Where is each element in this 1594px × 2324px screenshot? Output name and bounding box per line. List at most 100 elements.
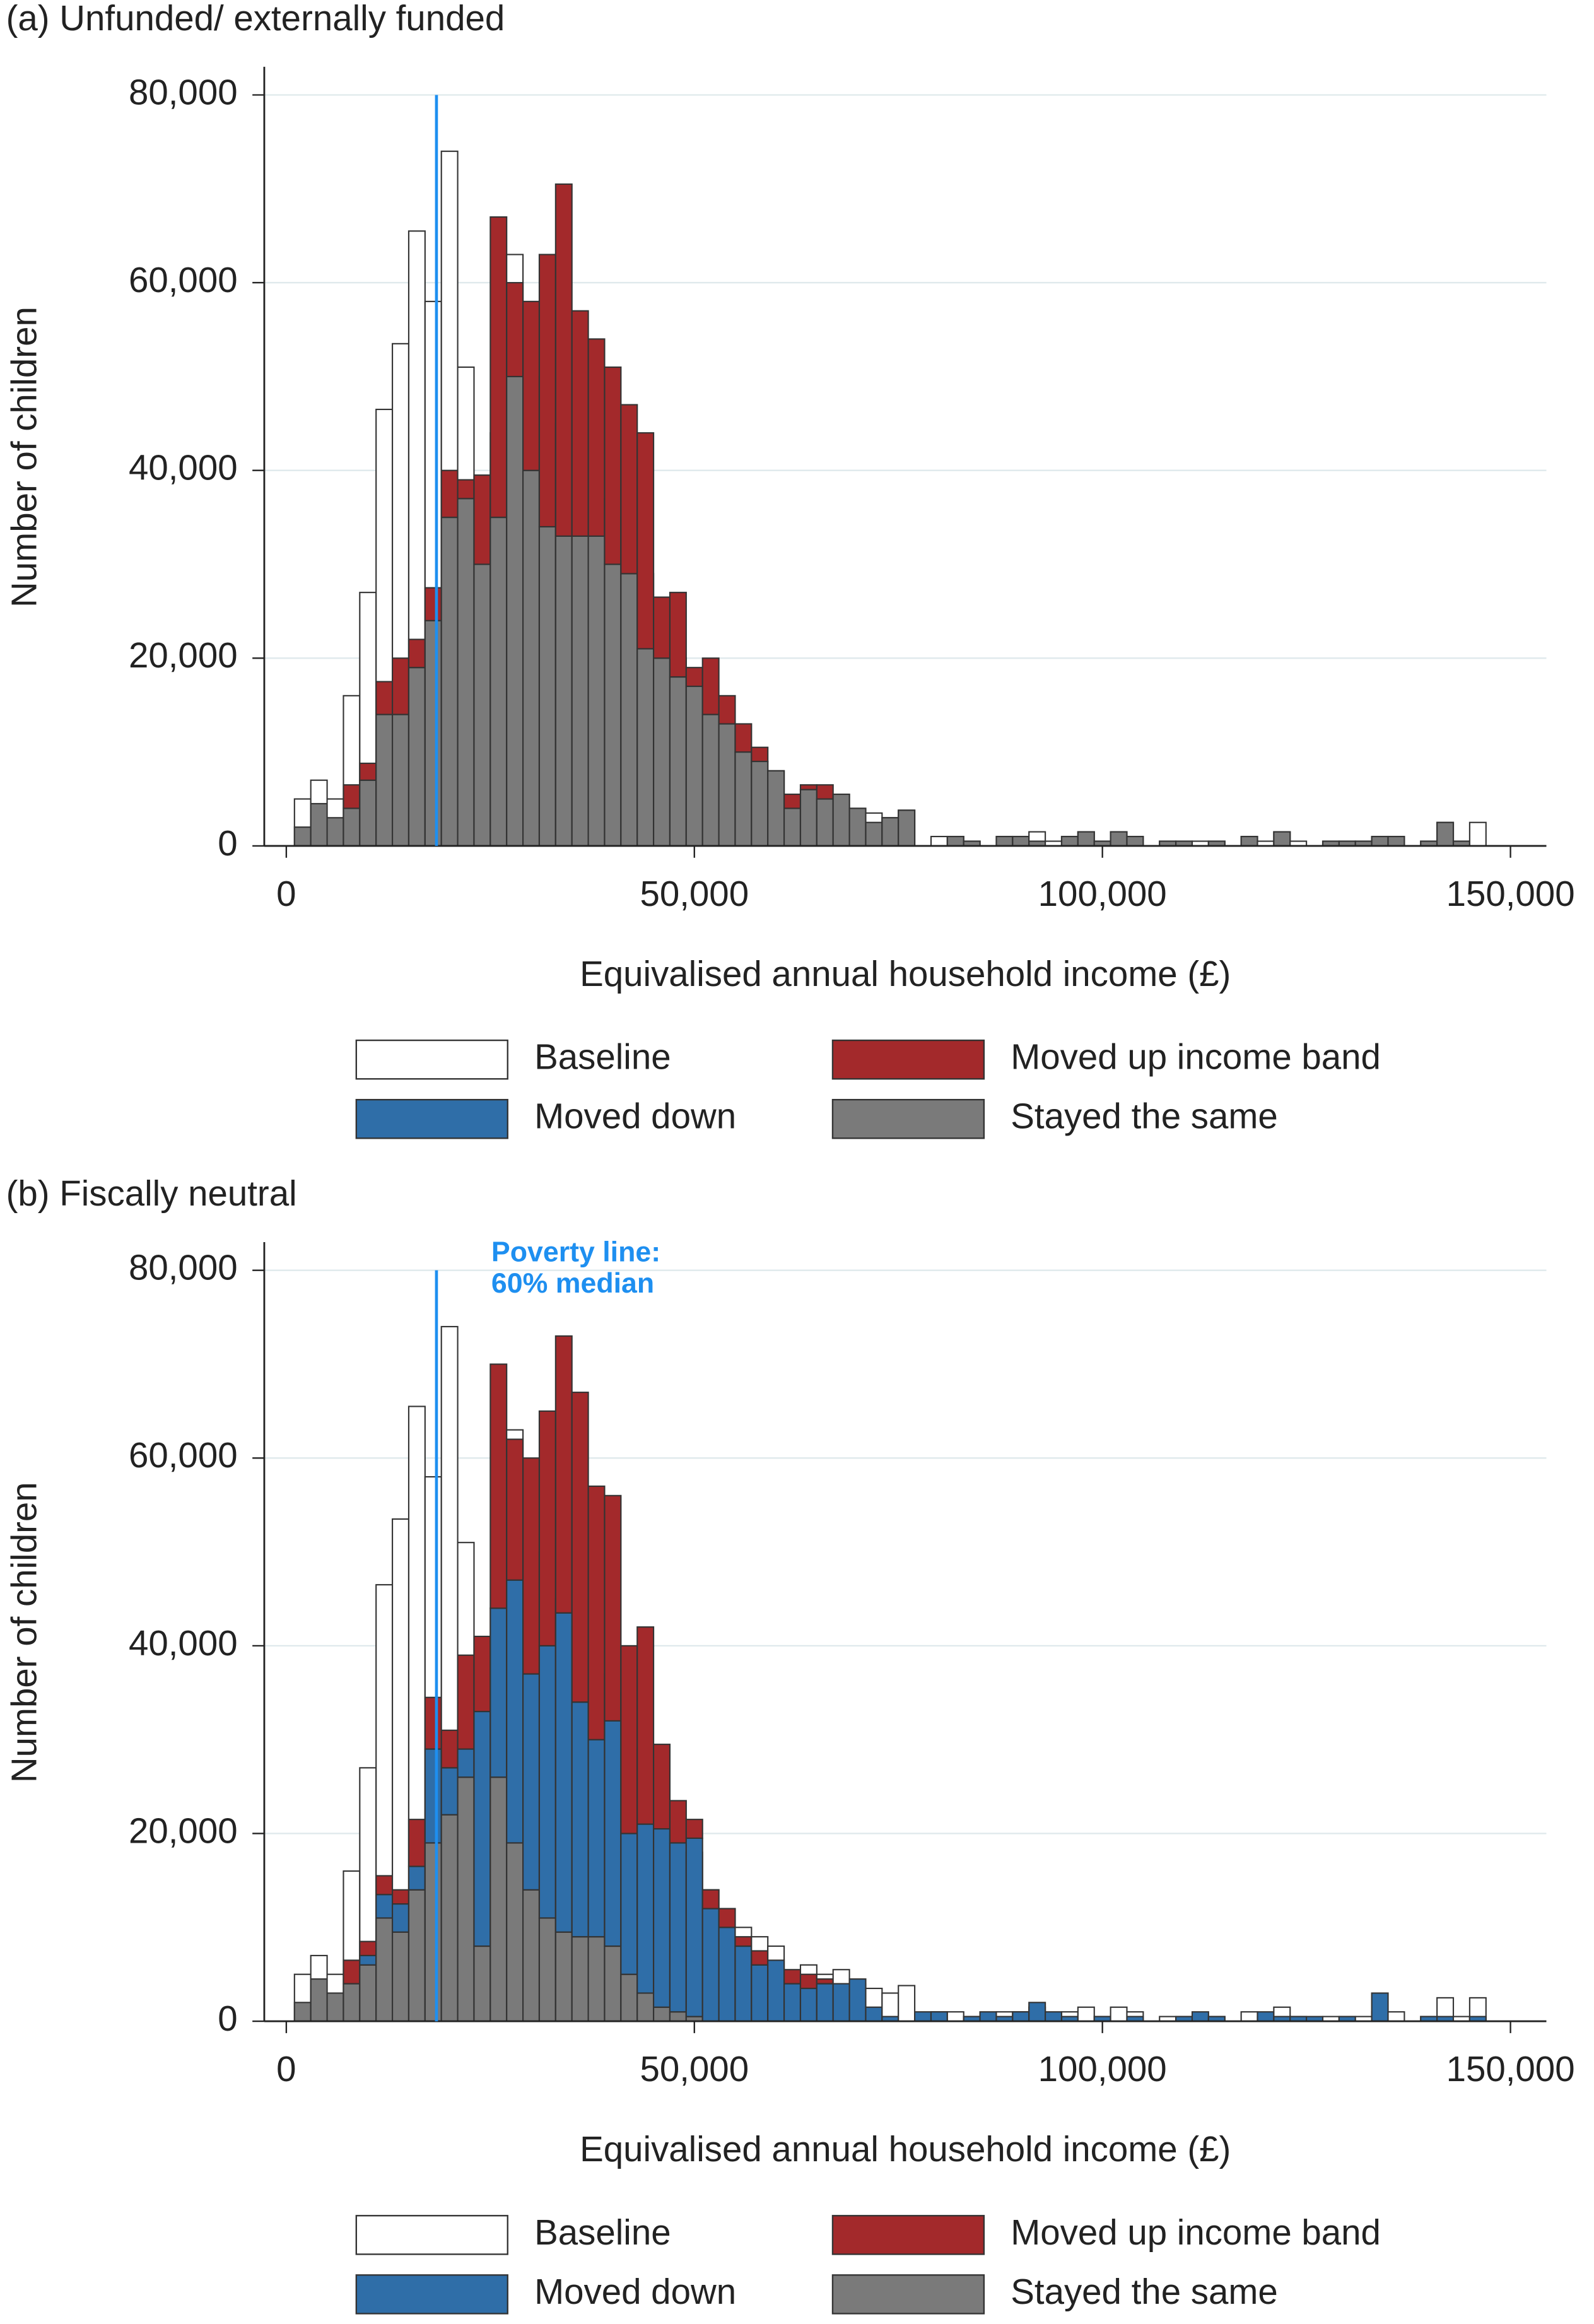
- bar-segment: [783, 807, 802, 847]
- bar-segment: [832, 794, 850, 847]
- bar-segment: [489, 1607, 508, 1778]
- legend-swatch: [831, 1099, 985, 1139]
- bar-segment: [538, 525, 556, 847]
- bar-segment: [440, 1814, 459, 2022]
- bar-segment: [375, 1894, 394, 1919]
- bar-segment: [636, 648, 655, 847]
- bar-segment: [685, 1837, 703, 2017]
- bar-segment: [407, 667, 426, 847]
- y-tick-label: 60,000: [129, 260, 238, 300]
- bar-segment: [293, 826, 312, 847]
- bar-segment: [799, 1973, 818, 1990]
- bar-segment: [718, 1927, 736, 2022]
- bar-segment: [392, 1889, 410, 1905]
- legend-swatch: [355, 1099, 508, 1139]
- bar-segment: [685, 667, 703, 688]
- bar-segment: [1060, 835, 1079, 847]
- bar-segment: [424, 619, 442, 847]
- bar-segment: [979, 2011, 997, 2022]
- annotation: Poverty line:: [491, 1237, 660, 1268]
- bar-segment: [440, 1729, 459, 1769]
- bar-segment: [457, 1748, 475, 1778]
- bar-segment: [407, 638, 426, 669]
- bar-segment: [506, 282, 524, 377]
- bar-segment: [1240, 835, 1258, 847]
- bar-segment: [571, 310, 589, 537]
- bar-segment: [440, 517, 459, 847]
- bar-segment: [359, 1964, 377, 2022]
- bar-segment: [1371, 1992, 1389, 2022]
- bar-segment: [571, 1701, 589, 1938]
- bar-segment: [995, 835, 1014, 847]
- bar-segment: [392, 1903, 410, 1933]
- bar-segment: [734, 751, 753, 847]
- legend-label: Moved down: [534, 1096, 736, 1136]
- bar-segment: [538, 1917, 556, 2022]
- bar-segment: [506, 375, 524, 847]
- bar-segment: [751, 1964, 769, 2022]
- bar-segment: [473, 1635, 491, 1713]
- bar-segment: [620, 1833, 638, 1975]
- bar-segment: [1110, 831, 1128, 847]
- bar-segment: [669, 1800, 687, 1844]
- bar-segment: [554, 1612, 573, 1933]
- bar-segment: [343, 1983, 361, 2022]
- bar-segment: [718, 723, 736, 847]
- bar-segment: [734, 723, 753, 753]
- bar-segment: [653, 1744, 671, 1830]
- bar-segment: [310, 1978, 328, 2022]
- bar-segment: [946, 835, 964, 847]
- bar-segment: [718, 695, 736, 725]
- bar-segment: [1126, 835, 1144, 847]
- bar-segment: [310, 802, 328, 847]
- bar-segment: [1371, 835, 1389, 847]
- baseline-bar: [1240, 2011, 1258, 2022]
- bar-segment: [620, 404, 638, 575]
- bar-segment: [489, 1363, 508, 1609]
- panel: (b) Fiscally neutral Number of children Eq…: [4, 1173, 1575, 2315]
- bar-segment: [375, 1875, 394, 1896]
- bar-segment: [816, 1978, 834, 1985]
- panel: (a) Unfunded/ externally funded Number of…: [4, 0, 1575, 1139]
- bar-segment: [392, 657, 410, 715]
- bar-segment: [669, 676, 687, 847]
- legend-label: Moved up income band: [1011, 2212, 1381, 2252]
- y-tick-label: 20,000: [129, 635, 238, 675]
- bar-segment: [767, 770, 785, 847]
- bar-segment: [1012, 2011, 1030, 2022]
- bar-segment: [473, 1710, 491, 1947]
- bar-segment: [799, 784, 818, 790]
- bar-segment: [424, 1696, 442, 1750]
- bar-segment: [506, 1438, 524, 1581]
- bar-segment: [392, 1931, 410, 2022]
- y-tick-label: 40,000: [129, 448, 238, 488]
- bar-segment: [734, 1945, 753, 2022]
- bar-segment: [1273, 831, 1291, 847]
- bar-segment: [636, 432, 655, 650]
- bar-segment: [685, 685, 703, 847]
- bar-segment: [636, 1626, 655, 1825]
- bar-segment: [506, 1842, 524, 2022]
- bar-segment: [669, 1842, 687, 2013]
- y-tick-label: 0: [218, 1998, 237, 2038]
- bar-segment: [832, 1983, 850, 2022]
- bar-segment: [457, 479, 475, 500]
- bar-segment: [375, 1917, 394, 2022]
- bar-segment: [848, 1978, 867, 2022]
- bar-segment: [326, 1992, 344, 2022]
- bar-segment: [343, 1959, 361, 1985]
- bar-segment: [359, 779, 377, 847]
- bar-segment: [506, 1579, 524, 1844]
- bar-segment: [473, 474, 491, 565]
- bar-segment: [489, 517, 508, 847]
- x-tick-label: 0: [276, 874, 296, 913]
- bar-segment: [571, 1392, 589, 1703]
- bar-segment: [701, 1889, 720, 1910]
- bar-segment: [620, 573, 638, 847]
- bar-segment: [538, 1410, 556, 1646]
- bar-segment: [343, 784, 361, 809]
- y-tick-label: 80,000: [129, 1248, 238, 1288]
- legend-label: Moved down: [534, 2272, 736, 2311]
- x-tick-label: 50,000: [640, 2049, 749, 2089]
